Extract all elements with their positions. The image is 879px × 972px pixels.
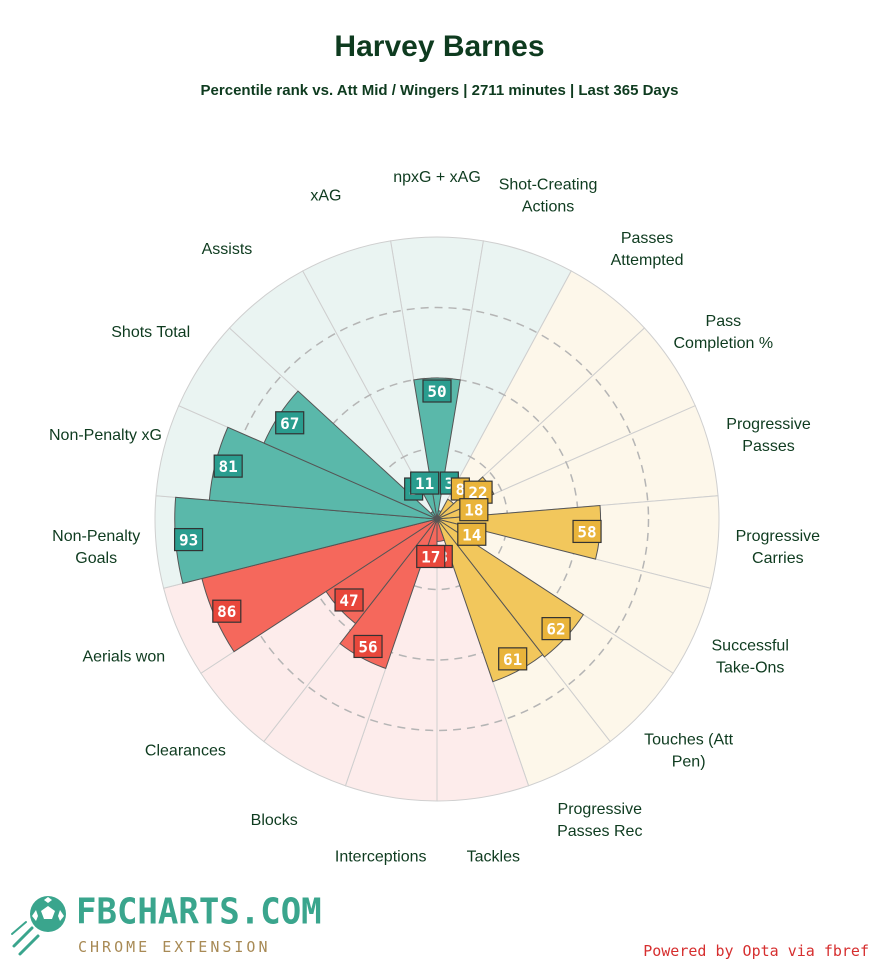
value-label-box — [541, 617, 571, 641]
value-label: 62 — [546, 620, 565, 639]
value-label-box — [353, 634, 383, 659]
fbcharts-logo: FBCHARTS.COM CHROME EXTENSION — [10, 888, 322, 968]
axis-label: Interceptions — [335, 848, 427, 865]
value-label: 58 — [577, 522, 596, 541]
value-label-box — [173, 527, 204, 552]
axis-label: Clearances — [145, 743, 226, 760]
value-label-box — [572, 519, 602, 544]
data-credit: Powered by Opta via fbref — [643, 942, 869, 960]
value-label-box — [334, 588, 364, 612]
value-label-box — [422, 379, 452, 403]
value-label: 11 — [415, 474, 434, 493]
value-label-box — [416, 544, 446, 569]
chart-subtitle: Percentile rank vs. Att Mid / Wingers | … — [200, 82, 679, 99]
axis-label: Non-Penalty Goals — [52, 528, 140, 567]
axis-label: xAG — [310, 188, 341, 205]
axis-label: Progressive Carries — [736, 528, 821, 567]
value-label: 61 — [503, 650, 522, 669]
value-label-box — [212, 599, 242, 623]
value-label: 18 — [464, 501, 483, 520]
value-label: 67 — [280, 414, 299, 433]
value-label: 8 — [456, 480, 466, 499]
value-label-box — [498, 647, 528, 671]
value-label: 47 — [339, 591, 358, 610]
axis-label: Shots Total — [111, 324, 190, 341]
value-label-box — [275, 411, 305, 435]
value-label: 17 — [421, 547, 440, 566]
value-label: 3 — [445, 474, 455, 493]
chart-title: Harvey Barnes — [334, 30, 545, 63]
value-label: 86 — [217, 602, 236, 621]
axis-label: Non-Penalty xG — [49, 427, 162, 444]
axis-label: Tackles — [467, 848, 520, 865]
axis-label: npxG + xAG — [393, 169, 481, 186]
value-label-box — [457, 522, 487, 546]
axis-label: Aerials won — [82, 648, 165, 665]
value-label-box — [459, 498, 489, 522]
axis-label: Blocks — [251, 812, 298, 829]
value-label: 81 — [219, 457, 238, 476]
wedge-background — [302, 240, 438, 520]
value-label: 14 — [462, 525, 481, 544]
value-bar — [413, 377, 461, 520]
axis-label: Shot-Creating Actions — [499, 177, 598, 216]
logo-subtext: CHROME EXTENSION — [78, 938, 271, 956]
value-label: 22 — [468, 483, 487, 502]
axis-label: Passes Attempted — [611, 230, 684, 269]
axis-label: Pass Completion % — [674, 313, 774, 352]
axis-label: Touches (Att Pen) — [644, 732, 733, 771]
value-label-box — [410, 471, 440, 495]
axis-label: Assists — [202, 241, 253, 258]
logo-text: FBCHARTS.COM — [76, 891, 322, 933]
value-label: 50 — [427, 382, 446, 401]
value-label: 56 — [358, 637, 377, 656]
value-label: 93 — [179, 531, 198, 550]
axis-label: Successful Take-Ons — [712, 637, 789, 676]
value-label-box — [213, 454, 243, 478]
axis-label: Progressive Passes Rec — [557, 801, 642, 840]
soccer-ball-icon — [11, 896, 66, 956]
axis-label: Progressive Passes — [726, 416, 811, 455]
